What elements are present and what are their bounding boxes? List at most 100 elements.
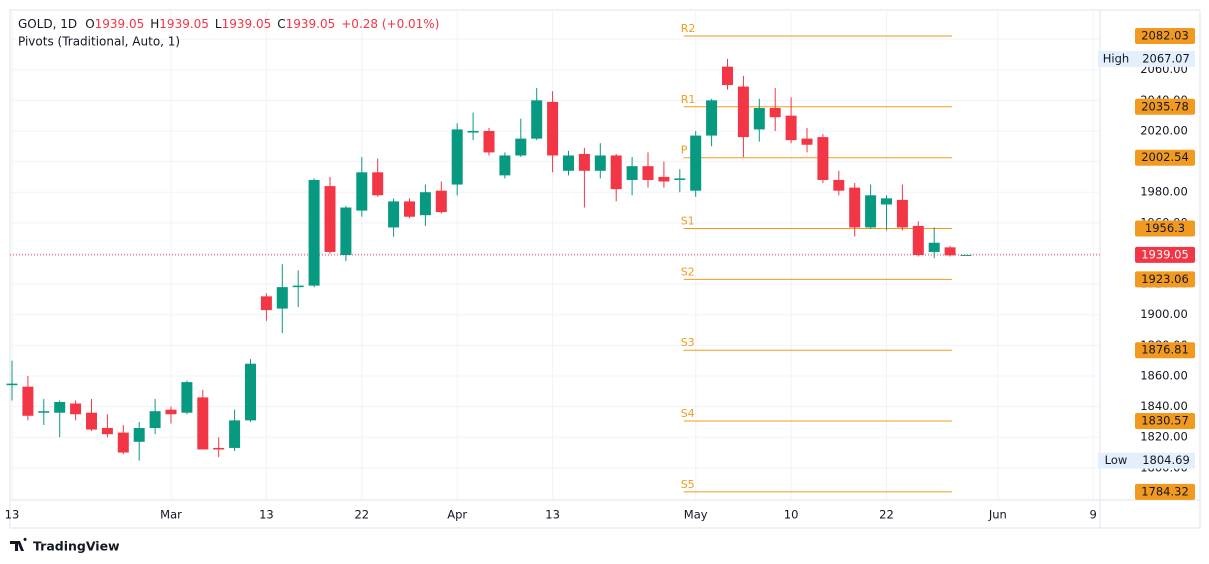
x-tick-label: 10 — [784, 508, 799, 522]
ohlc-value: 1939.05 — [95, 17, 145, 31]
candle-body — [833, 179, 845, 191]
labels: 1800.001820.001840.001860.001880.001900.… — [5, 27, 1195, 522]
candle-body — [197, 397, 209, 450]
candle-body — [642, 166, 654, 180]
candle-body — [769, 108, 781, 118]
pivot-name: S3 — [681, 336, 695, 349]
candle-body — [547, 101, 559, 156]
pivot-name: S5 — [681, 478, 695, 491]
candle-body — [86, 412, 97, 430]
change: +0.28 (+0.01%) — [341, 17, 439, 31]
candle-body — [801, 138, 813, 145]
candle-body — [515, 138, 527, 156]
candle-body — [944, 247, 956, 256]
legend-line: GOLD, 1D O1939.05 H1939.05 L1939.05 C1939.05… — [18, 17, 439, 31]
y-tick-label: 1840.00 — [1140, 399, 1188, 413]
ohlc-value: 1939.05 — [222, 17, 272, 31]
last-price-label-box — [1135, 246, 1195, 263]
candle-body — [6, 383, 18, 386]
candle-body — [658, 176, 670, 182]
pivot-price-label: 1923.06 — [1141, 272, 1189, 286]
pivot-price-label-box — [1135, 271, 1195, 288]
candle-body — [245, 363, 256, 421]
candle-body — [38, 411, 50, 413]
pivot-price-label-box — [1135, 483, 1195, 500]
marks: R2 R1 P S1 S2 S3 S4 S5 — [6, 22, 1100, 493]
candle-body — [594, 155, 606, 171]
candle-body — [578, 153, 590, 171]
ohlc-key: C — [277, 17, 285, 31]
candle-body — [499, 155, 511, 176]
marker-label: High — [1103, 51, 1129, 65]
candle-body — [324, 186, 336, 252]
x-tick-label: Mar — [160, 508, 182, 522]
candle-body — [737, 86, 749, 138]
candle-body — [563, 155, 574, 171]
candle-body — [404, 201, 415, 217]
candle-body — [881, 198, 892, 205]
candle-body — [722, 66, 733, 86]
candle-body — [817, 137, 829, 180]
candle-body — [70, 403, 82, 415]
y-tick-label: 2020.00 — [1140, 123, 1188, 137]
symbol: GOLD, 1D — [18, 17, 77, 31]
candle-body — [626, 166, 638, 180]
marker-label: Low — [1105, 453, 1128, 467]
pivot-price-label-box — [1135, 27, 1195, 44]
brand: TradingView — [33, 539, 120, 554]
ohlc-key: L — [215, 17, 222, 31]
candle-body — [372, 172, 384, 196]
indicator-name: Pivots (Traditional, Auto, 1) — [18, 35, 180, 49]
candle-body — [753, 108, 765, 130]
pivot-name: R1 — [681, 93, 696, 106]
pivot-price-label: 1830.57 — [1141, 414, 1189, 428]
candle-body — [292, 285, 304, 288]
candle-body — [117, 432, 129, 453]
brand-logo: TradingView — [10, 537, 120, 554]
candle-body — [928, 242, 940, 252]
pivot-price-label: 2035.78 — [1141, 99, 1189, 113]
y-tick-label: 1860.00 — [1140, 368, 1188, 382]
candle-body — [101, 428, 113, 435]
candle-body — [181, 382, 193, 413]
x-tick-label: 13 — [545, 508, 560, 522]
pivot-name: S4 — [681, 407, 695, 420]
ohlc-value: 1939.05 — [286, 17, 336, 31]
candle-body — [896, 199, 908, 228]
pivot-name: R2 — [681, 22, 696, 35]
candle-body — [467, 130, 479, 133]
y-tick-label: 1980.00 — [1140, 185, 1188, 199]
pivot-price-label-box — [1135, 220, 1195, 237]
x-tick-label: 13 — [5, 508, 20, 522]
chart-frame — [9, 9, 1201, 529]
candle-body — [308, 179, 320, 286]
candle-body — [785, 115, 797, 141]
ohlc-value: 1939.05 — [159, 17, 209, 31]
ohlc-key: O — [85, 17, 94, 31]
pivot-price-label-box — [1135, 342, 1195, 359]
x-tick-label: 13 — [259, 508, 274, 522]
candle-body — [865, 195, 877, 228]
x-tick-label: 22 — [879, 508, 894, 522]
marker-box — [1098, 452, 1195, 469]
x-tick-label: Jun — [988, 508, 1007, 522]
candle-body — [165, 409, 177, 415]
candle-body — [229, 420, 241, 448]
candle-body — [435, 190, 447, 213]
candle-body — [483, 130, 495, 153]
candle-body — [133, 428, 145, 442]
candle-body — [356, 172, 368, 211]
pivot-name: S1 — [681, 215, 695, 228]
pivot-price-label-box — [1135, 98, 1195, 115]
pivot-price-label-box — [1135, 149, 1195, 166]
last-price-label: 1939.05 — [1141, 247, 1189, 261]
pivot-price-label: 1956.3 — [1145, 221, 1185, 235]
pivot-name: P — [681, 144, 688, 157]
x-tick-label: 9 — [1090, 508, 1097, 522]
pivot-price-label: 2082.03 — [1141, 28, 1189, 42]
pivot-price-label: 2002.54 — [1141, 150, 1189, 164]
candle-body — [54, 402, 66, 413]
candle-body — [388, 201, 400, 228]
y-tick-label: 1820.00 — [1140, 430, 1188, 444]
